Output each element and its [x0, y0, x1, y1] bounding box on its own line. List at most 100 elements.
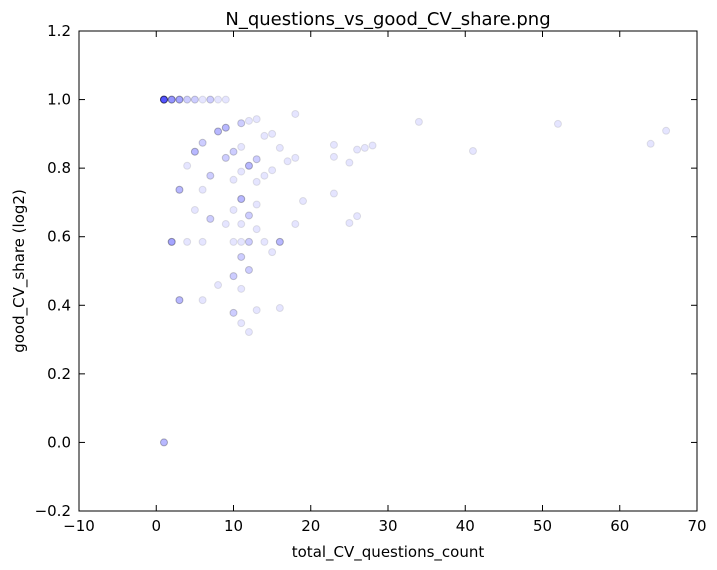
- scatter-point: [646, 139, 655, 148]
- scatter-point: [159, 438, 168, 447]
- y-axis-title: good_CV_share (log2): [10, 189, 29, 353]
- scatter-point: [206, 171, 215, 180]
- scatter-point: [268, 129, 277, 138]
- scatter-point: [237, 252, 246, 261]
- x-tick-label: 10: [224, 517, 243, 535]
- scatter-point: [167, 237, 176, 246]
- scatter-point: [229, 175, 238, 184]
- scatter-point: [214, 281, 223, 290]
- scatter-point: [244, 328, 253, 337]
- scatter-point: [159, 95, 168, 104]
- x-tick-label: 30: [378, 517, 397, 535]
- scatter-point: [167, 95, 176, 104]
- scatter-point: [291, 109, 300, 118]
- scatter-point: [175, 95, 184, 104]
- scatter-point: [159, 95, 168, 104]
- scatter-point: [206, 171, 215, 180]
- scatter-point: [237, 119, 246, 128]
- scatter-point: [175, 95, 184, 104]
- labels-layer: −10 0 10 20 30 40 50 60 70 −0.2 0.0 0.2 0.4 0.6 0.8 1.0…: [35, 22, 707, 535]
- scatter-point: [360, 143, 369, 152]
- scatter-point: [206, 95, 215, 104]
- scatter-point: [221, 95, 230, 104]
- y-tick-label: 1.0: [47, 91, 71, 109]
- scatter-point: [159, 95, 168, 104]
- scatter-point: [252, 225, 261, 234]
- y-tick-label: −0.2: [35, 502, 71, 520]
- scatter-point: [190, 95, 199, 104]
- scatter-point: [190, 147, 199, 156]
- ticks-layer: [78, 30, 698, 512]
- scatter-point: [159, 438, 168, 447]
- scatter-point: [353, 212, 362, 221]
- scatter-point: [345, 158, 354, 167]
- scatter-point: [268, 248, 277, 257]
- scatter-point: [175, 95, 184, 104]
- scatter-point: [229, 308, 238, 317]
- scatter-point: [252, 155, 261, 164]
- scatter-point: [275, 304, 284, 313]
- scatter-point: [244, 237, 253, 246]
- scatter-point: [237, 195, 246, 203]
- scatter-point: [190, 147, 199, 156]
- scatter-point: [206, 214, 215, 223]
- scatter-point: [237, 195, 246, 203]
- scatter-point: [175, 296, 184, 305]
- scatter-point: [198, 138, 207, 147]
- scatter-point: [175, 296, 184, 305]
- scatter-point: [183, 95, 192, 104]
- scatter-point: [329, 152, 338, 161]
- x-tick-label: 0: [151, 517, 161, 535]
- scatter-point: [237, 167, 246, 176]
- scatter-point: [237, 142, 246, 151]
- scatter-point: [291, 153, 300, 162]
- scatter-point: [214, 127, 223, 136]
- scatter-point: [175, 296, 184, 305]
- scatter-point: [237, 119, 246, 128]
- scatter-point: [159, 95, 168, 104]
- scatter-point: [229, 205, 238, 214]
- scatter-point: [244, 237, 253, 246]
- scatter-point: [244, 211, 253, 220]
- scatter-point: [252, 155, 261, 164]
- scatter-point: [221, 123, 230, 132]
- scatter-point: [206, 95, 215, 104]
- scatter-point: [159, 438, 168, 447]
- scatter-point: [244, 161, 253, 170]
- y-tick-label: 0.8: [47, 159, 71, 177]
- x-tick-label: 70: [687, 517, 706, 535]
- y-tick-label: 0.0: [47, 433, 71, 451]
- scatter-point: [229, 272, 238, 281]
- scatter-point: [198, 95, 207, 104]
- scatter-point: [159, 95, 168, 104]
- scatter-point: [244, 265, 253, 274]
- scatter-point: [167, 95, 176, 104]
- scatter-point: [214, 127, 223, 136]
- y-tick-label: 0.4: [47, 296, 71, 314]
- scatter-point: [275, 143, 284, 152]
- scatter-point: [159, 95, 168, 104]
- scatter-point: [159, 95, 168, 104]
- scatter-point: [244, 161, 253, 170]
- scatter-point: [221, 153, 230, 162]
- scatter-point: [237, 195, 246, 203]
- scatter-point: [244, 265, 253, 274]
- scatter-point: [159, 95, 168, 104]
- scatter-point: [252, 306, 261, 315]
- scatter-point: [283, 157, 292, 166]
- scatter-point: [198, 185, 207, 194]
- scatter-point: [206, 214, 215, 223]
- scatter-point: [275, 237, 284, 246]
- scatter-point: [299, 197, 308, 206]
- scatter-point: [275, 237, 284, 246]
- scatter-point: [190, 205, 199, 214]
- scatter-point: [237, 220, 246, 229]
- scatter-point: [221, 123, 230, 132]
- y-tick-label: 0.2: [47, 365, 71, 383]
- scatter-point: [229, 147, 238, 156]
- scatter-point: [260, 131, 269, 140]
- scatter-point: [244, 116, 253, 125]
- scatter-point: [198, 237, 207, 246]
- scatter-point: [229, 272, 238, 281]
- scatter-point: [198, 296, 207, 305]
